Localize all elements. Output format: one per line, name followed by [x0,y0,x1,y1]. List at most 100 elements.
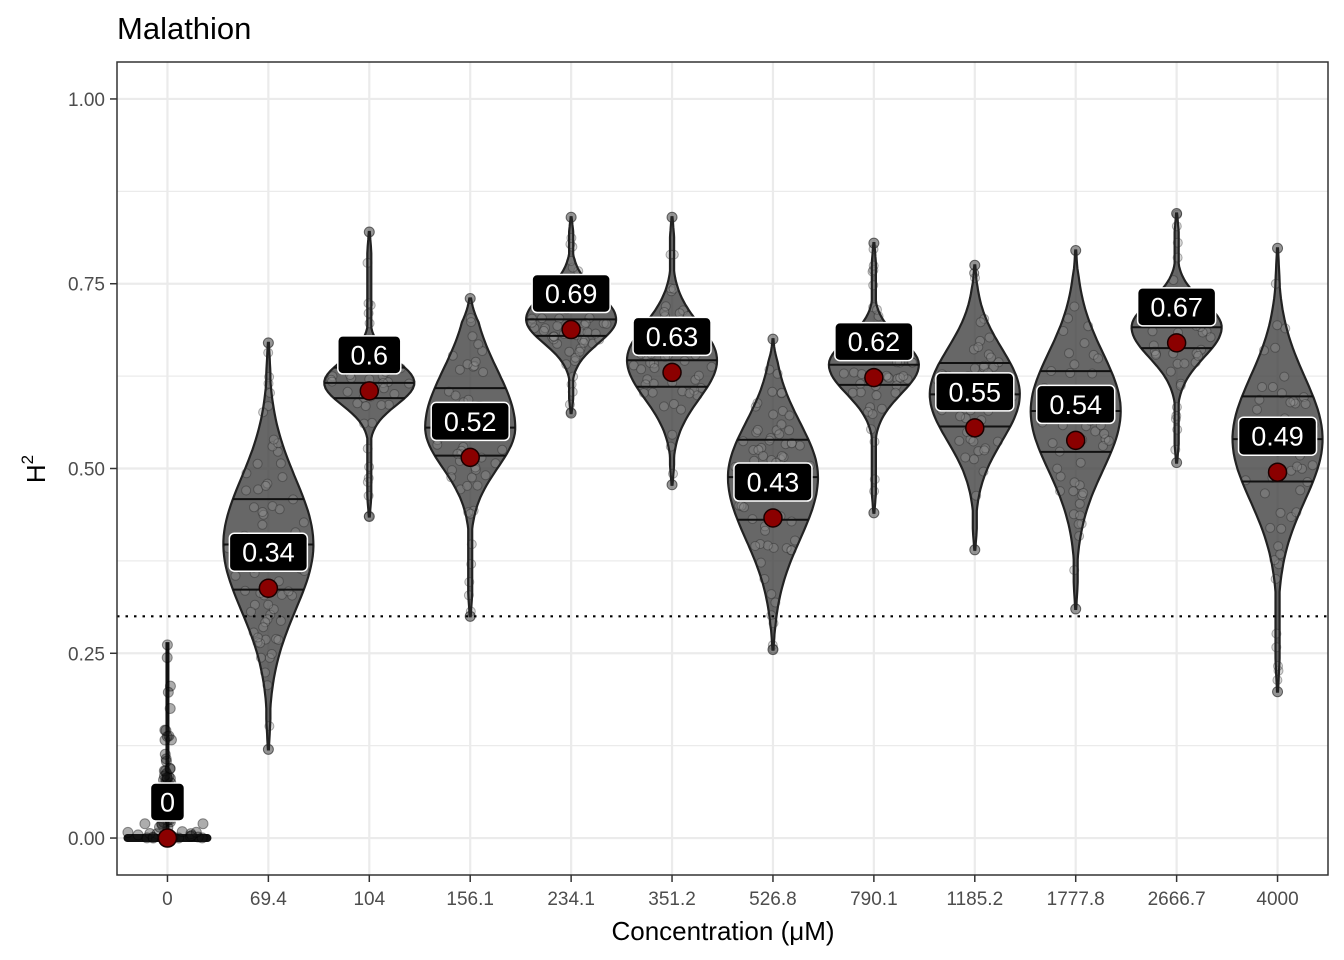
value-label-box-10 [1136,287,1217,327]
violin-dot-11 [1275,549,1286,560]
violin-dot-8 [960,452,971,463]
violin-dot-9 [1079,338,1090,349]
violin-dot-9 [1074,480,1085,491]
value-label-3: 0.52 [430,401,510,442]
value-label-box-5 [632,316,712,357]
violin-dot-1 [275,615,286,626]
violin-0-dot [161,767,173,779]
violin-dot-4 [569,356,580,367]
violin-dot-4 [536,313,547,324]
violin-dot-6 [756,442,767,453]
point-estimate-11 [1267,462,1288,482]
violin-dot-3 [447,465,457,476]
violin-0-dot [160,724,172,736]
violin-0-dot [163,730,175,742]
violin-dot-4 [579,320,590,331]
value-label-text-2: 0.6 [351,340,389,370]
y-axis-title: H2 [18,455,51,483]
violin-dot-4 [580,317,591,328]
violin-dot-11 [1252,404,1262,415]
x-tick-label-7: 790.1 [850,889,898,910]
violin-0-dot [159,734,171,746]
violin-dot-11 [1265,522,1276,533]
violin-dot-7 [895,372,906,383]
violin-dot-6 [774,429,785,440]
violin-dot-1 [257,507,268,517]
violin-dot-6 [768,542,779,553]
violin-dot-7 [876,403,887,414]
violin-dot-7 [865,402,876,413]
violin-dot-10 [1172,358,1183,369]
violin-dot-11 [1286,512,1297,522]
chart-title: Malathion [117,11,251,46]
point-estimate-5 [662,362,682,383]
violin-dot-5 [649,363,660,374]
value-label-text-8: 0.55 [949,377,1002,407]
violin-dot-6 [777,451,787,461]
violin-0-dot [158,765,170,777]
violin-dot-11 [1300,399,1311,409]
violin-dot-2 [342,386,353,397]
violin-0-dot [190,826,202,838]
violin-dot-5 [678,305,689,316]
value-label-9: 0.54 [1035,384,1116,425]
violin-dot-8 [983,349,994,360]
value-label-box-4 [531,273,611,314]
violin-dot-6 [755,539,766,549]
violin-0-dot [176,826,188,838]
violin-dot-8 [980,443,991,454]
violin-dot-8 [968,344,979,355]
x-tick-label-0: 0 [162,889,173,910]
violin-dot-6 [794,440,805,451]
violin-dot-2 [383,399,394,410]
violin-0-dot [164,763,176,775]
violin-0-dot [161,639,173,651]
violin-dot-5 [667,429,678,440]
value-label-box-6 [733,462,813,502]
violin-dot-3 [466,472,477,483]
violin-0-dot [122,826,134,838]
violin-dot-1 [273,634,284,645]
violin-dot-8 [973,342,984,353]
violin-outline-2 [323,230,416,518]
value-label-text-6: 0.43 [747,468,800,498]
value-label-box-11 [1237,416,1318,456]
violin-dot-9 [1069,301,1080,312]
violin-dot-3 [470,356,481,367]
violin-dot-11 [1272,320,1283,331]
violin-outline-6 [726,338,820,651]
violin-dot-7 [902,374,913,385]
violin-outline-1 [222,341,315,751]
violin-dot-11 [1297,463,1307,474]
violin-dot-6 [777,406,788,416]
violin-dot-3 [466,317,477,328]
violin-dot-4 [552,338,563,349]
violin-dot-1 [267,501,278,512]
violin-dot-9 [1069,359,1080,370]
violin-dot-3 [462,359,473,370]
violin-dot-10 [1171,221,1182,232]
violin-dot-6 [750,541,761,551]
violin-dot-9 [1064,348,1074,359]
violin-dot-5 [660,301,671,312]
x-tick-label-6: 526.8 [749,889,797,910]
violin-dot-8 [954,435,965,446]
violin-dot-3 [497,444,508,455]
violin-dot-9 [1098,441,1108,451]
violin-dot-9 [1088,349,1099,360]
violin-dot-2 [376,400,387,411]
violin-dot-1 [257,519,268,530]
violin-dot-3 [478,367,489,378]
violin-dot-11 [1273,541,1284,552]
violin-dot-2 [367,417,377,428]
violin-dot-7 [871,390,882,401]
violin-dot-6 [748,445,759,455]
value-label-0: 0 [149,782,186,822]
violin-dot-1 [258,509,269,520]
violin-dot-9 [1065,368,1076,378]
violin-dot-8 [973,446,984,457]
violin-dot-10 [1179,358,1190,369]
point-estimates [157,319,1288,848]
violin-dot-11 [1285,397,1296,408]
violin-dot-2 [378,383,389,394]
